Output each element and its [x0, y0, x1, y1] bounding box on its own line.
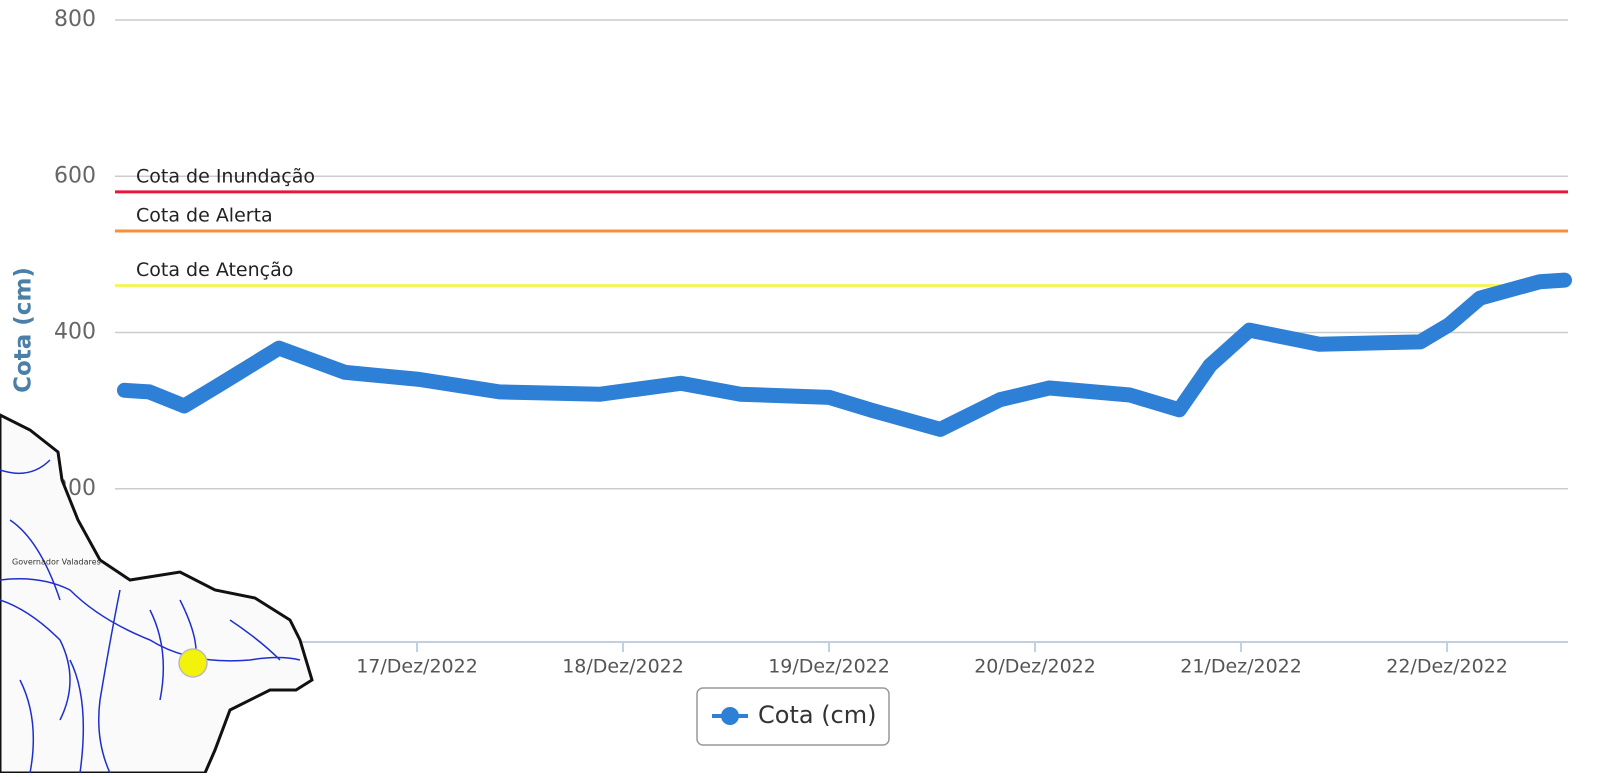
reference-label: Cota de Atenção: [136, 259, 293, 281]
chart: Cota (cm) 20040060080016/Dez/202217/Dez/…: [0, 0, 1624, 773]
map-label: Governador Valadares: [12, 558, 101, 567]
y-tick-label: 800: [54, 7, 96, 32]
y-tick-label: 400: [54, 320, 96, 345]
y-axis-title: Cota (cm): [11, 267, 37, 393]
x-tick-label: 19/Dez/2022: [768, 656, 890, 678]
x-tick-label: 20/Dez/2022: [974, 656, 1096, 678]
series-line: [124, 280, 1564, 429]
reference-label: Cota de Inundação: [136, 165, 315, 187]
x-tick-label: 21/Dez/2022: [1180, 656, 1302, 678]
y-tick-label: 600: [54, 163, 96, 188]
legend-symbol: [721, 707, 739, 725]
x-tick-label: 18/Dez/2022: [562, 656, 684, 678]
map-overlay: Governador Valadares: [0, 415, 312, 773]
page: {"chart_data": {"type": "line", "y_label…: [0, 0, 1624, 773]
legend-label: Cota (cm): [758, 701, 877, 729]
map-region: [0, 415, 312, 773]
x-tick-label: 22/Dez/2022: [1386, 656, 1508, 678]
map-station: [179, 649, 207, 677]
x-tick-label: 17/Dez/2022: [356, 656, 478, 678]
reference-label: Cota de Alerta: [136, 204, 273, 226]
